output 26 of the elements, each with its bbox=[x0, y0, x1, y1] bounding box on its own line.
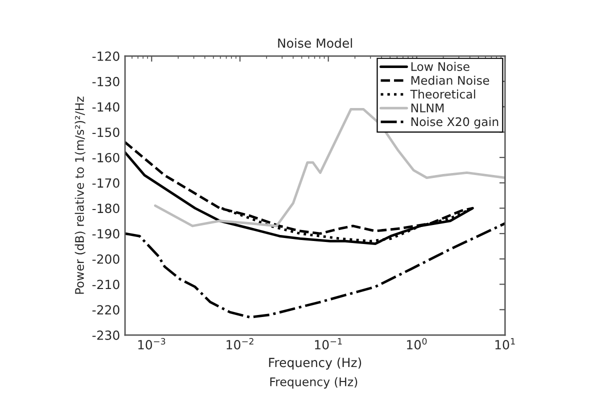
y-tick-label: -160 bbox=[92, 152, 120, 162]
y-tick-label: -220 bbox=[92, 305, 120, 315]
x-tick-label: 10$^{−3}$ bbox=[138, 338, 166, 350]
legend-label: NLNM bbox=[411, 104, 444, 112]
chart-title: Noise Model bbox=[278, 38, 352, 48]
x-tick-label: 10$^{1}$ bbox=[495, 338, 515, 350]
legend-label: Theoretical bbox=[410, 89, 476, 99]
y-tick-label: -190 bbox=[92, 229, 120, 238]
y-tick-label: -140 bbox=[92, 102, 120, 112]
text: Frequency (Hz) bbox=[270, 377, 358, 389]
legend-label: Noise X20 gain bbox=[411, 117, 498, 128]
y-tick-label: -200 bbox=[92, 254, 120, 264]
legend-label: Low Noise bbox=[411, 62, 470, 72]
x-tick-label: 10$^{0}$ bbox=[407, 338, 427, 350]
y-tick-label: -120 bbox=[92, 51, 120, 61]
y-tick-label: -210 bbox=[92, 280, 120, 290]
y-tick-label: -130 bbox=[92, 76, 120, 86]
y-tick-label: -170 bbox=[92, 178, 120, 188]
y-tick-label: -150 bbox=[92, 128, 120, 138]
y-tick-label: -230 bbox=[92, 330, 120, 340]
x-axis-title: Frequency (Hz) bbox=[269, 358, 362, 370]
x-tick-label: 10$^{−1}$ bbox=[315, 338, 342, 350]
y-axis-title: Power (dB) relative to 1(m/s²)²/Hz bbox=[74, 96, 86, 294]
legend-label: Median Noise bbox=[411, 76, 490, 85]
x-tick-label: 10$^{−2}$ bbox=[226, 338, 254, 350]
y-tick-label: -180 bbox=[92, 204, 120, 214]
